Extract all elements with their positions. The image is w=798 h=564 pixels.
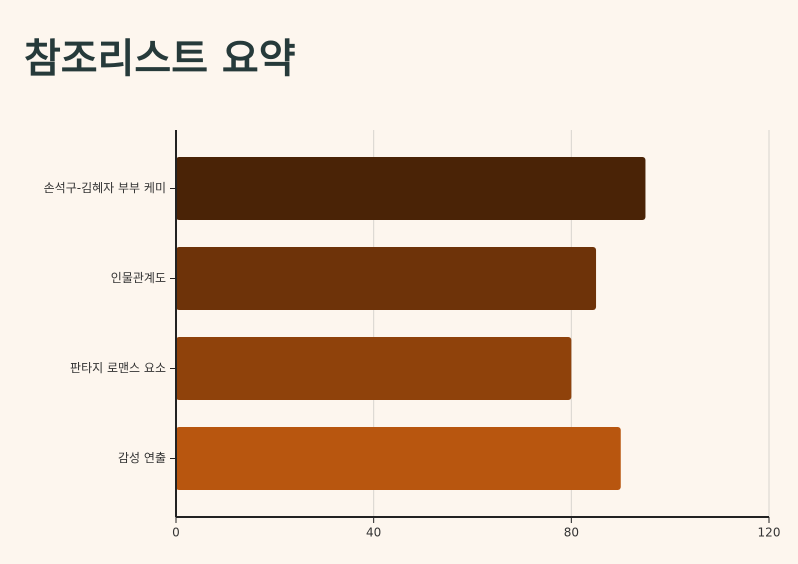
bar <box>176 337 572 400</box>
bar <box>176 157 646 220</box>
bar <box>176 247 597 310</box>
y-tick-label: 감성 연출 <box>118 451 166 465</box>
y-tick-label: 판타지 로맨스 요소 <box>70 361 166 375</box>
bar <box>176 427 621 490</box>
chart-title: 참조리스트 요약 <box>24 36 296 82</box>
x-tick-label: 120 <box>758 526 781 540</box>
x-tick-label: 40 <box>366 526 381 540</box>
x-tick-label: 80 <box>564 526 579 540</box>
y-tick-label: 손석구-김혜자 부부 케미 <box>44 181 166 195</box>
y-tick-label: 인물관계도 <box>111 271 166 285</box>
x-tick-label: 0 <box>172 526 180 540</box>
